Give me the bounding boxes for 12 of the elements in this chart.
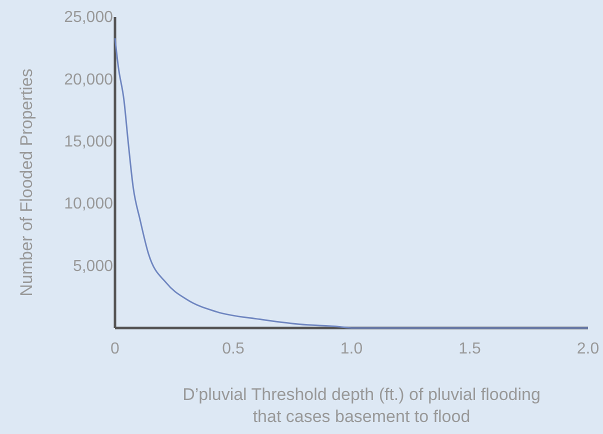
y-tick-label: 25,000: [64, 9, 114, 26]
y-tick-label: 20,000: [64, 71, 114, 88]
y-tick-label: 15,000: [64, 134, 114, 151]
x-tick-label: 1.5: [458, 340, 481, 358]
x-axis-title: D’pluvial Threshold depth (ft.) of pluvial flooding that cases basement to flood: [182, 385, 540, 426]
y-tick-label: 10,000: [64, 196, 114, 213]
x-tick-label: 0: [110, 340, 120, 358]
x-tick-label: 2.0: [576, 340, 600, 358]
x-tick-label: 0.5: [222, 340, 244, 358]
y-axis-title: Number of Flooded Properties: [17, 68, 36, 296]
x-tick-label: 1.0: [340, 340, 363, 358]
y-tick-label: 5,000: [72, 258, 114, 275]
